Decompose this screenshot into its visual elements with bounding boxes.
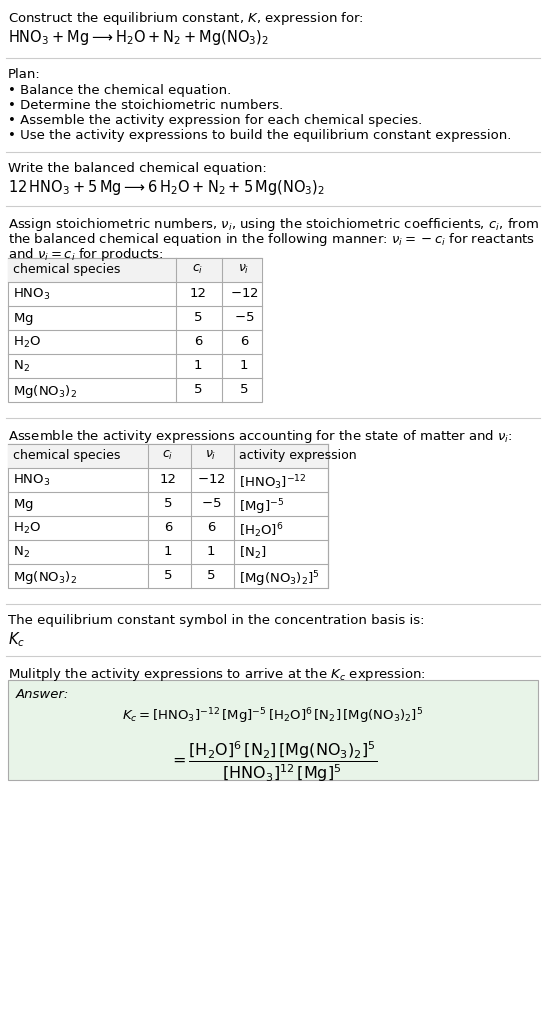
Text: Assign stoichiometric numbers, $\nu_i$, using the stoichiometric coefficients, $: Assign stoichiometric numbers, $\nu_i$, … bbox=[8, 216, 539, 233]
Bar bbox=[8, 258, 262, 402]
Text: $-12$: $-12$ bbox=[197, 473, 225, 486]
Text: 1: 1 bbox=[194, 359, 202, 372]
Text: Assemble the activity expressions accounting for the state of matter and $\nu_i$: Assemble the activity expressions accoun… bbox=[8, 428, 513, 445]
Text: 5: 5 bbox=[194, 383, 202, 396]
Text: 6: 6 bbox=[240, 335, 248, 348]
Text: $\nu_i$: $\nu_i$ bbox=[238, 263, 250, 276]
Text: 1: 1 bbox=[164, 545, 172, 558]
Text: $\mathrm{Mg}$: $\mathrm{Mg}$ bbox=[13, 311, 34, 327]
Text: activity expression: activity expression bbox=[239, 449, 357, 461]
Text: $\mathrm{H_2O}$: $\mathrm{H_2O}$ bbox=[13, 335, 41, 350]
Text: • Use the activity expressions to build the equilibrium constant expression.: • Use the activity expressions to build … bbox=[8, 129, 512, 142]
Text: 6: 6 bbox=[207, 521, 215, 534]
Text: Answer:: Answer: bbox=[16, 688, 69, 701]
Text: Plan:: Plan: bbox=[8, 68, 41, 81]
Text: $[\mathrm{N_2}]$: $[\mathrm{N_2}]$ bbox=[239, 545, 266, 562]
Text: • Assemble the activity expression for each chemical species.: • Assemble the activity expression for e… bbox=[8, 114, 422, 127]
Bar bbox=[8, 444, 328, 468]
Text: 1: 1 bbox=[207, 545, 215, 558]
Text: $\mathrm{Mg}$: $\mathrm{Mg}$ bbox=[13, 497, 34, 513]
Text: $\nu_i$: $\nu_i$ bbox=[205, 449, 217, 463]
Text: $12\,\mathrm{HNO_3} + 5\,\mathrm{Mg} \longrightarrow 6\,\mathrm{H_2O} + \mathrm{: $12\,\mathrm{HNO_3} + 5\,\mathrm{Mg} \lo… bbox=[8, 178, 325, 197]
Text: $c_i$: $c_i$ bbox=[192, 263, 204, 276]
Text: 5: 5 bbox=[207, 569, 215, 582]
Text: $\mathrm{N_2}$: $\mathrm{N_2}$ bbox=[13, 359, 30, 374]
Text: The equilibrium constant symbol in the concentration basis is:: The equilibrium constant symbol in the c… bbox=[8, 614, 424, 627]
Text: and $\nu_i = c_i$ for products:: and $\nu_i = c_i$ for products: bbox=[8, 246, 164, 263]
Text: $-5$: $-5$ bbox=[234, 311, 254, 324]
Text: Write the balanced chemical equation:: Write the balanced chemical equation: bbox=[8, 162, 267, 175]
Text: $[\mathrm{HNO_3}]^{-12}$: $[\mathrm{HNO_3}]^{-12}$ bbox=[239, 473, 307, 492]
Text: $\mathrm{HNO_3} + \mathrm{Mg} \longrightarrow \mathrm{H_2O} + \mathrm{N_2} + \ma: $\mathrm{HNO_3} + \mathrm{Mg} \longright… bbox=[8, 28, 269, 47]
Text: 12: 12 bbox=[159, 473, 176, 486]
Text: chemical species: chemical species bbox=[13, 263, 120, 276]
Text: $\mathrm{N_2}$: $\mathrm{N_2}$ bbox=[13, 545, 30, 561]
Text: $\mathrm{Mg(NO_3)_2}$: $\mathrm{Mg(NO_3)_2}$ bbox=[13, 383, 77, 400]
Text: $c_i$: $c_i$ bbox=[162, 449, 174, 463]
Text: 5: 5 bbox=[194, 311, 202, 324]
Text: $= \dfrac{[\mathrm{H_2O}]^6\,[\mathrm{N_2}]\,[\mathrm{Mg(NO_3)_2}]^5}{[\mathrm{H: $= \dfrac{[\mathrm{H_2O}]^6\,[\mathrm{N_… bbox=[169, 740, 377, 784]
Text: $K_c$: $K_c$ bbox=[8, 630, 25, 648]
Text: Construct the equilibrium constant, $K$, expression for:: Construct the equilibrium constant, $K$,… bbox=[8, 10, 364, 27]
Text: $[\mathrm{H_2O}]^6$: $[\mathrm{H_2O}]^6$ bbox=[239, 521, 283, 540]
Text: the balanced chemical equation in the following manner: $\nu_i = -c_i$ for react: the balanced chemical equation in the fo… bbox=[8, 231, 535, 248]
Text: $\mathrm{HNO_3}$: $\mathrm{HNO_3}$ bbox=[13, 473, 51, 488]
Bar bbox=[8, 258, 262, 282]
Text: 5: 5 bbox=[240, 383, 248, 396]
Text: $\mathrm{Mg(NO_3)_2}$: $\mathrm{Mg(NO_3)_2}$ bbox=[13, 569, 77, 586]
Bar bbox=[8, 444, 328, 588]
Text: chemical species: chemical species bbox=[13, 449, 120, 461]
Text: 6: 6 bbox=[194, 335, 202, 348]
Text: $-12$: $-12$ bbox=[230, 287, 258, 300]
Text: $[\mathrm{Mg(NO_3)_2}]^5$: $[\mathrm{Mg(NO_3)_2}]^5$ bbox=[239, 569, 320, 588]
Text: 1: 1 bbox=[240, 359, 248, 372]
Text: $\mathrm{HNO_3}$: $\mathrm{HNO_3}$ bbox=[13, 287, 51, 302]
Text: $-5$: $-5$ bbox=[201, 497, 221, 510]
Text: $\mathrm{H_2O}$: $\mathrm{H_2O}$ bbox=[13, 521, 41, 536]
Text: $[\mathrm{Mg}]^{-5}$: $[\mathrm{Mg}]^{-5}$ bbox=[239, 497, 284, 517]
Text: $K_c = [\mathrm{HNO_3}]^{-12}\,[\mathrm{Mg}]^{-5}\,[\mathrm{H_2O}]^6\,[\mathrm{N: $K_c = [\mathrm{HNO_3}]^{-12}\,[\mathrm{… bbox=[122, 706, 424, 726]
Text: • Determine the stoichiometric numbers.: • Determine the stoichiometric numbers. bbox=[8, 99, 283, 112]
Text: 6: 6 bbox=[164, 521, 172, 534]
Text: 5: 5 bbox=[164, 569, 172, 582]
Text: 12: 12 bbox=[189, 287, 206, 300]
Text: Mulitply the activity expressions to arrive at the $K_c$ expression:: Mulitply the activity expressions to arr… bbox=[8, 666, 426, 683]
Text: 5: 5 bbox=[164, 497, 172, 510]
Bar bbox=[8, 680, 538, 780]
Text: • Balance the chemical equation.: • Balance the chemical equation. bbox=[8, 84, 232, 97]
